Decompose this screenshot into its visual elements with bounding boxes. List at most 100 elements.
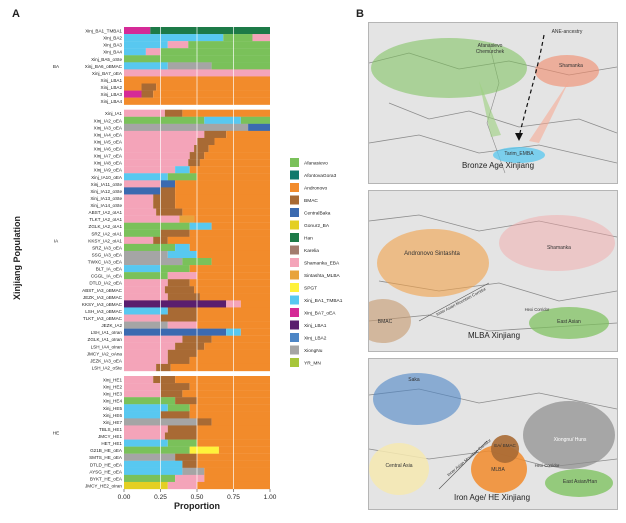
map3-label-xiongnu: Xiongnu/ Huns [553, 437, 587, 443]
bar-segment [188, 41, 270, 49]
sample-label: SMTS_HE_oEA [89, 455, 123, 460]
bar-segment [153, 376, 176, 384]
bar-segment [179, 215, 195, 223]
sample-bar [124, 376, 270, 384]
bar-segment [252, 34, 270, 42]
sample-bar [124, 27, 270, 35]
bar-segment [182, 208, 270, 216]
sample-bar [124, 404, 270, 412]
legend-label: Xinj_LBA1 [304, 323, 327, 329]
bar-segment [124, 481, 168, 490]
sample-label: ABST_IA3_oBMAC [82, 288, 123, 293]
sample-label: Xinj_IA6_oEA [94, 147, 123, 152]
sample-label: Xinj_IA9_oEA [94, 168, 123, 173]
bar-segment [167, 293, 200, 301]
sample-bar [124, 116, 270, 124]
bar-segment [175, 187, 270, 195]
sample-bar [124, 180, 270, 188]
bar-segment [167, 41, 189, 49]
bar-segment [124, 397, 176, 405]
sample-label: LSH_IA4_oIran [91, 344, 123, 349]
bar-segment [167, 321, 197, 329]
bar-segment [124, 243, 176, 252]
bar-segment [124, 187, 161, 195]
bar-segment [124, 432, 165, 440]
bar-segment [124, 356, 168, 365]
bar-segment [175, 453, 197, 461]
east-asian-range [529, 307, 609, 339]
sample-label: Xinj_HE7 [103, 420, 123, 425]
bar-segment [189, 404, 270, 412]
map1-title: Bronze Age Xinjiang [461, 161, 535, 170]
bar-segment [194, 286, 270, 294]
legend-label: SPGT [304, 286, 317, 292]
bar-segment [167, 439, 197, 447]
bar-segment [240, 116, 270, 124]
bar-segment [164, 109, 183, 117]
sample-label: Xinj_IA2_oEA [94, 118, 123, 123]
x-tick-label: 0.75 [227, 494, 240, 501]
sample-bar [124, 222, 270, 230]
bar-segment [189, 411, 270, 419]
group-label: BA [53, 64, 60, 69]
sample-bar [124, 48, 270, 56]
admixture-bar-chart: Xinj_BA1_TMBA1 Xinj_BA2 Xinj_BA3 Xinj_BA4 Xi… [12, 27, 343, 511]
sample-label: Xinj_IA11_oSte [91, 182, 123, 187]
sample-label: TLKT_IA3_oBMAC [83, 316, 123, 321]
panel-a-label: A [12, 8, 20, 20]
bar-segment [124, 229, 161, 237]
map1-label-afanasievo: Afanasievo Chemurchek [475, 43, 505, 55]
bar-segment [124, 411, 161, 419]
bar-segment [189, 222, 212, 230]
legend-swatch [290, 208, 299, 217]
sample-label: JMCY_HE1 [98, 434, 122, 439]
map3-label-central-asia: Central Asia [385, 463, 413, 469]
bar-segment [124, 376, 154, 384]
bar-segment [124, 34, 224, 42]
bar-segment [124, 279, 168, 287]
bar-segment [124, 453, 176, 461]
bar-segment [167, 272, 197, 280]
bar-segment [175, 201, 270, 209]
x-tick-label: 0.25 [154, 494, 167, 501]
bar-segment [124, 159, 189, 167]
ane-arrow [518, 34, 545, 138]
bar-segment [167, 279, 190, 287]
sample-label: Xinj_HE3 [103, 392, 123, 397]
bar-segment [167, 481, 197, 490]
sample-bar [124, 279, 270, 287]
bar-segment [153, 194, 176, 202]
sample-label: HET_HE1 [101, 441, 122, 446]
bar-segment [124, 83, 142, 91]
bmac-range [369, 299, 411, 343]
bar-segment [124, 201, 154, 209]
sample-bar [124, 411, 270, 419]
bar-segment [175, 397, 197, 405]
sample-label: BLT_IA_oEA [96, 267, 123, 272]
sample-bar [124, 293, 270, 301]
bar-segment [124, 335, 183, 343]
sample-label: Xinj_HE2 [103, 385, 123, 390]
sample-label: Xinj_IA13_oSte [90, 196, 122, 201]
shamanka-range-2 [499, 215, 615, 271]
sample-label: G21B_HE_oEA [90, 448, 123, 453]
tarim-range [493, 147, 545, 163]
map2-label-andronovo: Andronovo Sintashta [404, 251, 460, 257]
bar-segment [167, 173, 197, 181]
sample-label: Xinj_BA7_oEA [92, 71, 123, 76]
bar-segment [175, 342, 205, 350]
bar-segment [124, 109, 165, 117]
bar-segment [124, 446, 190, 454]
sample-bar [124, 208, 270, 216]
sample-bar [124, 201, 270, 209]
sample-label: Xinj_BA2 [103, 36, 122, 41]
y-axis-title: Xinjiang Population [12, 216, 22, 300]
legend-label: Gonur2_BA [304, 223, 330, 229]
sample-label: JEZK_IA3_oEA [90, 358, 123, 363]
bar-segment [124, 250, 168, 259]
bar-segment [204, 467, 270, 476]
legend-swatch [290, 233, 299, 242]
bar-segment [124, 194, 154, 202]
bar-segment [160, 411, 190, 419]
bar-segment [160, 187, 176, 195]
